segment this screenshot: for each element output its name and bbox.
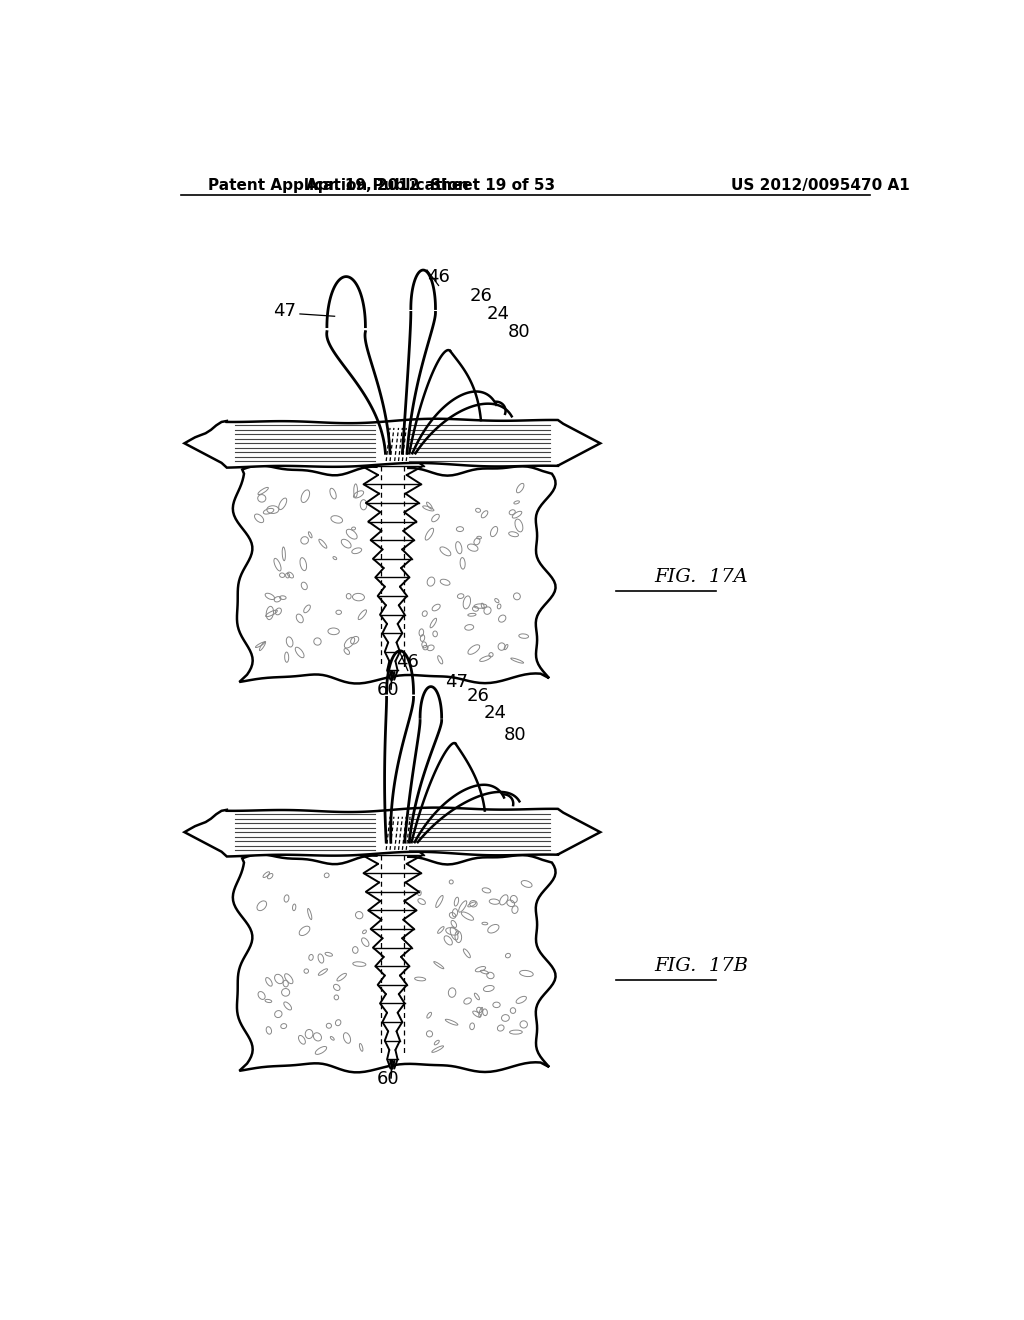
Polygon shape — [232, 466, 556, 684]
Text: US 2012/0095470 A1: US 2012/0095470 A1 — [731, 178, 910, 193]
Text: FIG.  17B: FIG. 17B — [654, 957, 749, 974]
Text: Patent Application Publication: Patent Application Publication — [208, 178, 468, 193]
Text: 60: 60 — [377, 681, 399, 700]
Polygon shape — [377, 845, 408, 1069]
Text: 26: 26 — [466, 688, 489, 705]
Text: 24: 24 — [483, 704, 506, 722]
Text: FIG.  17A: FIG. 17A — [654, 568, 748, 586]
Text: 47: 47 — [273, 302, 296, 321]
Text: 26: 26 — [469, 286, 493, 305]
Polygon shape — [232, 854, 556, 1072]
Text: 60: 60 — [377, 1071, 399, 1088]
Polygon shape — [377, 457, 408, 680]
Text: 80: 80 — [508, 323, 530, 341]
Text: 46: 46 — [427, 268, 450, 285]
Text: 80: 80 — [504, 726, 526, 743]
Text: 24: 24 — [486, 305, 509, 322]
Text: 47: 47 — [444, 673, 468, 692]
Polygon shape — [184, 418, 600, 467]
Polygon shape — [184, 808, 600, 857]
Text: 46: 46 — [396, 652, 419, 671]
Text: Apr. 19, 2012  Sheet 19 of 53: Apr. 19, 2012 Sheet 19 of 53 — [306, 178, 555, 193]
